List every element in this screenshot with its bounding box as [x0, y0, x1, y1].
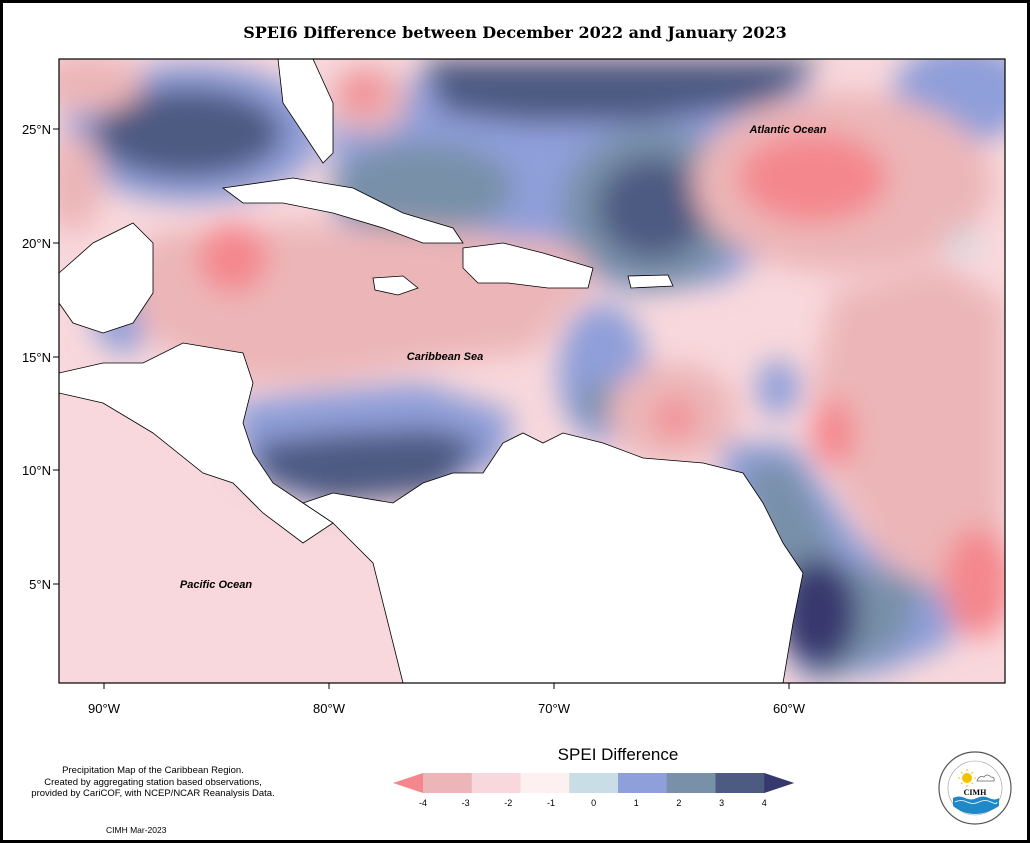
legend-swatch	[569, 773, 619, 793]
legend-swatch	[471, 773, 521, 793]
map-frame	[58, 58, 1006, 684]
legend-swatch	[520, 773, 570, 793]
legend-arrow-high	[764, 773, 795, 793]
legend-title: SPEI Difference	[557, 745, 679, 764]
legend-tick-label: -4	[419, 798, 427, 808]
map-canvas: 25°N 20°N 15°N 10°N 5°N 90°W 80°W 70°W 6…	[22, 58, 1006, 716]
legend-swatch	[423, 773, 473, 793]
caribbean-sea-label: Caribbean Sea	[407, 351, 483, 363]
legend-swatch	[715, 773, 765, 793]
credit-line: Created by aggregating station based obs…	[44, 776, 262, 788]
legend-tick-label: 2	[676, 798, 681, 808]
atlantic-ocean-label: Atlantic Ocean	[748, 124, 826, 136]
spei-field	[59, 59, 1005, 683]
legend-tick-label: -2	[504, 798, 512, 808]
pacific-ocean-label: Pacific Ocean	[180, 579, 252, 591]
logo-text: CIMH	[964, 788, 987, 797]
map-figure: SPEI6 Difference between December 2022 a…	[3, 3, 1027, 840]
lat-tick-label: 25°N	[22, 122, 51, 137]
latitude-axis: 25°N 20°N 15°N 10°N 5°N	[22, 122, 59, 592]
page-title: SPEI6 Difference between December 2022 a…	[243, 23, 787, 42]
longitude-axis: 90°W 80°W 70°W 60°W	[88, 683, 806, 716]
lat-tick-label: 20°N	[22, 236, 51, 251]
stamp: CIMH Mar-2023	[106, 825, 167, 835]
legend-swatch	[618, 773, 668, 793]
legend-tick-label: 0	[591, 798, 596, 808]
land-masses	[59, 59, 804, 683]
legend-tick-label: 1	[634, 798, 639, 808]
legend-tick-label: 4	[762, 798, 767, 808]
lon-tick-label: 80°W	[313, 701, 346, 716]
legend-tick-label: -1	[547, 798, 555, 808]
cimh-logo-icon: CIMH	[938, 751, 1012, 825]
lat-tick-label: 5°N	[29, 577, 51, 592]
legend-tick-label: 3	[719, 798, 724, 808]
lon-tick-label: 60°W	[773, 701, 806, 716]
lon-tick-label: 90°W	[88, 701, 121, 716]
credits: Precipitation Map of the Caribbean Regio…	[9, 765, 297, 800]
lon-tick-label: 70°W	[538, 701, 571, 716]
legend-tick-label: -3	[462, 798, 470, 808]
lat-tick-label: 15°N	[22, 350, 51, 365]
color-legend: -4 -3 -2 -1 0 1 2 3 4	[393, 773, 795, 808]
credit-line: provided by CariCOF, with NCEP/NCAR Rean…	[31, 788, 275, 799]
credit-line: Precipitation Map of the Caribbean Regio…	[62, 765, 244, 776]
legend-swatch	[666, 773, 716, 793]
legend-arrow-low	[393, 773, 423, 793]
lat-tick-label: 10°N	[22, 463, 51, 478]
